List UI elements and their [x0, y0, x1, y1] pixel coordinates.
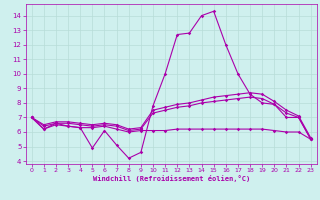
- X-axis label: Windchill (Refroidissement éolien,°C): Windchill (Refroidissement éolien,°C): [92, 175, 250, 182]
